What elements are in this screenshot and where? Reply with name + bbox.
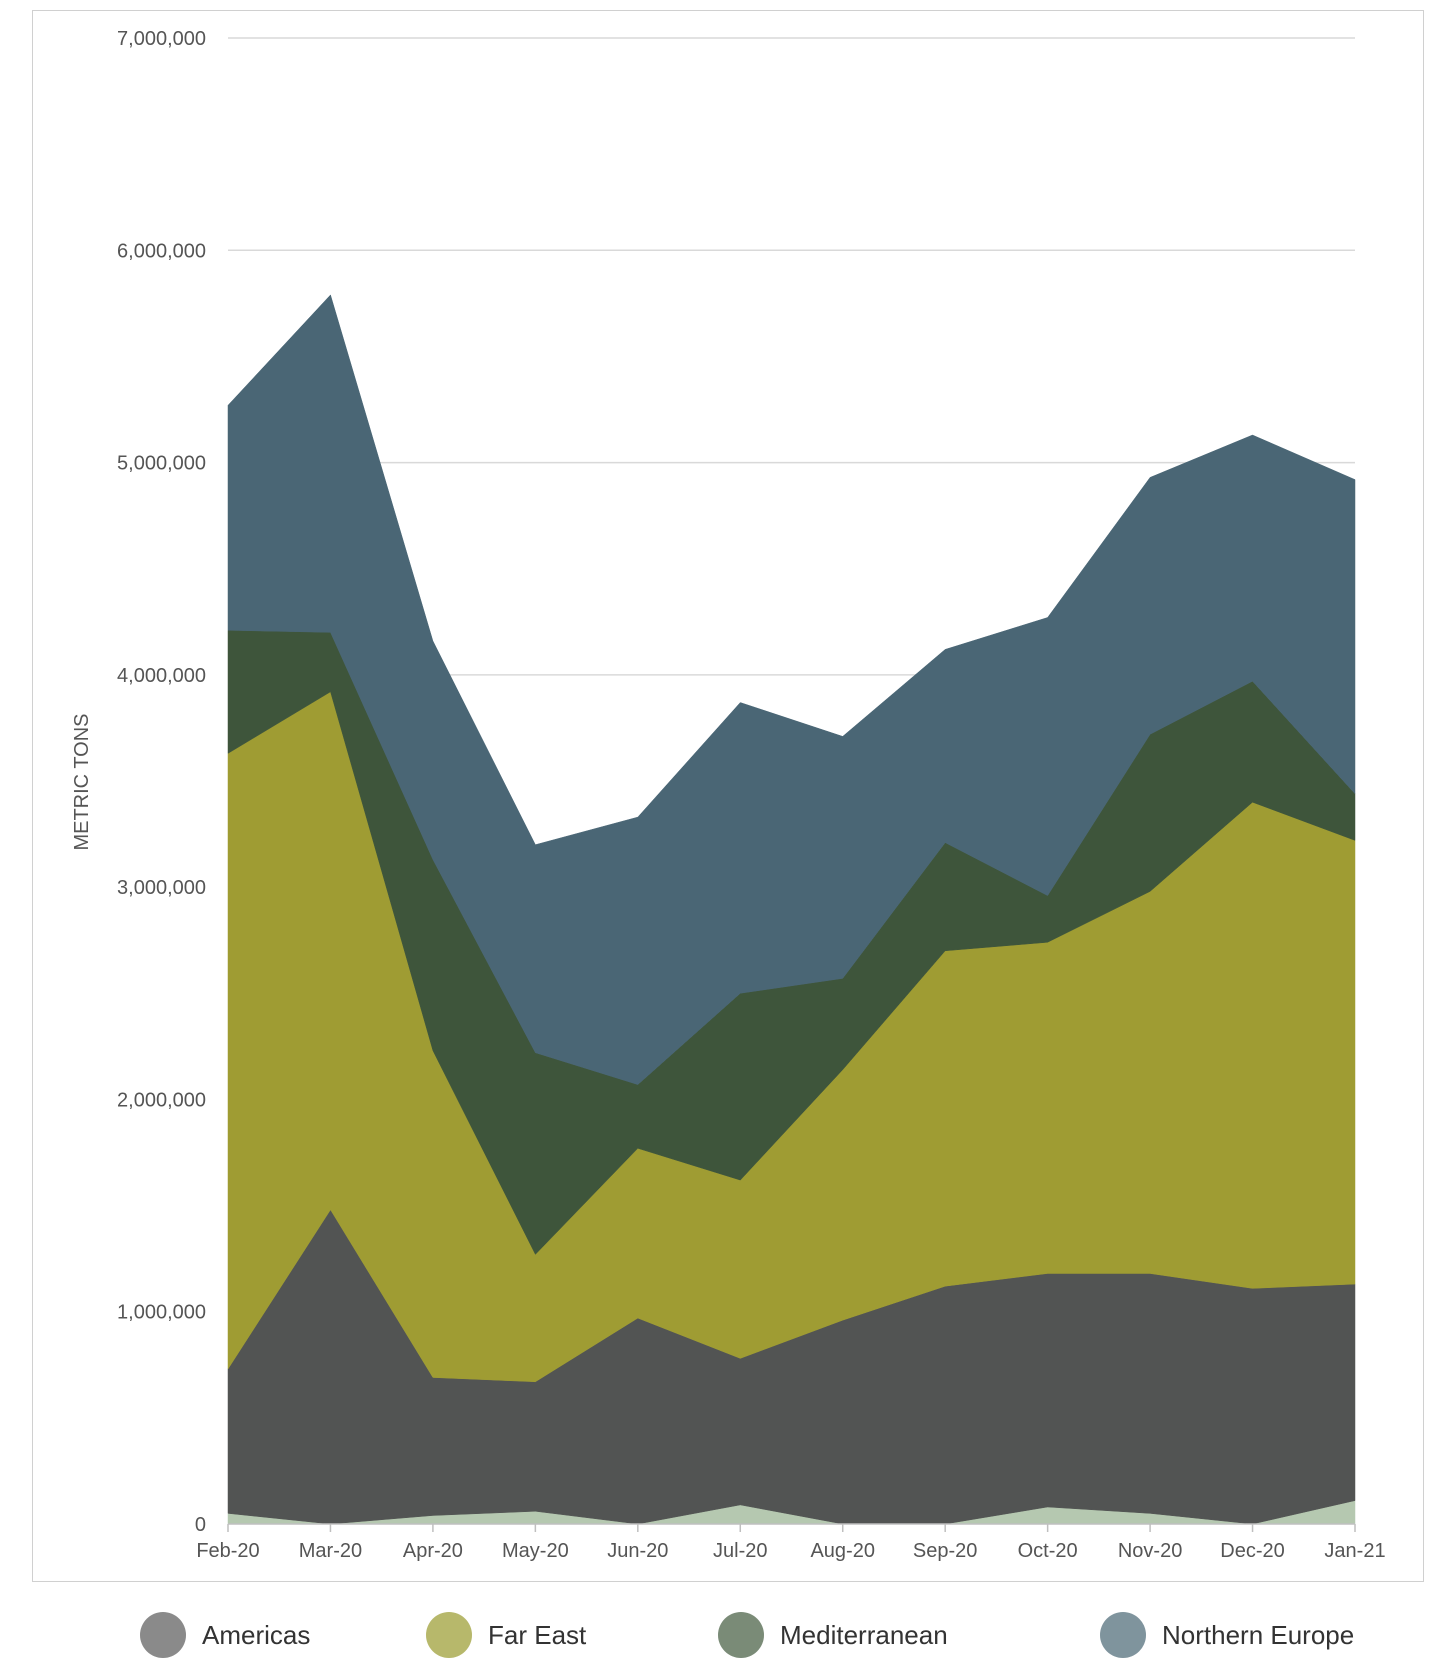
legend-item-mediterranean: Mediterranean	[718, 1610, 948, 1660]
legend-label-far-east: Far East	[488, 1619, 587, 1650]
x-tick-label: Nov-20	[1118, 1540, 1182, 1562]
x-tick-label: Feb-20	[196, 1540, 259, 1562]
x-tick-label: Sep-20	[913, 1540, 978, 1562]
y-tick-label: 3,000,000	[117, 877, 206, 899]
area-northern-europe	[227, 294, 1356, 1085]
legend-item-far-east: Far East	[426, 1610, 586, 1660]
legend-label-northern-europe: Northern Europe	[1162, 1619, 1355, 1650]
y-tick-label: 6,000,000	[117, 240, 206, 262]
legend-item-northern-europe: Northern Europe	[1100, 1610, 1354, 1660]
x-tick-label: Jul-20	[713, 1540, 767, 1562]
legend-label-mediterranean: Mediterranean	[780, 1619, 948, 1650]
legend-swatch-far-east	[426, 1612, 472, 1658]
y-axis-label: METRIC TONS	[71, 713, 93, 850]
area-series	[227, 294, 1356, 1525]
legend-swatch-mediterranean	[718, 1612, 764, 1658]
legend-item-americas: Americas	[140, 1610, 310, 1660]
x-tick-label: Apr-20	[403, 1540, 463, 1562]
legend-swatch-northern-europe	[1100, 1612, 1146, 1658]
y-tick-label: 4,000,000	[117, 665, 206, 687]
y-tick-label: 0	[195, 1514, 206, 1536]
x-tick-label: Aug-20	[810, 1540, 875, 1562]
y-tick-label: 2,000,000	[117, 1089, 206, 1111]
y-tick-label: 1,000,000	[117, 1302, 206, 1324]
x-tick-label: Jan-21	[1324, 1540, 1385, 1562]
y-tick-label: 7,000,000	[117, 28, 206, 50]
stacked-area-chart: 0 1,000,000 2,000,000 3,000,000 4,000,000 5,0…	[71, 28, 1386, 1562]
x-tick-label: Mar-20	[299, 1540, 362, 1562]
legend-swatch-americas	[140, 1612, 186, 1658]
x-tick-label: Oct-20	[1018, 1540, 1078, 1562]
axes: 0 1,000,000 2,000,000 3,000,000 4,000,000 5,0…	[117, 28, 1386, 1562]
x-tick-label: May-20	[502, 1540, 569, 1562]
x-tick-label: Jun-20	[607, 1540, 668, 1562]
y-tick-label: 5,000,000	[117, 453, 206, 475]
x-tick-label: Dec-20	[1220, 1540, 1284, 1562]
legend-label-americas: Americas	[202, 1619, 311, 1650]
legend: Americas Far East Mediterranean Northern…	[0, 1610, 1438, 1670]
